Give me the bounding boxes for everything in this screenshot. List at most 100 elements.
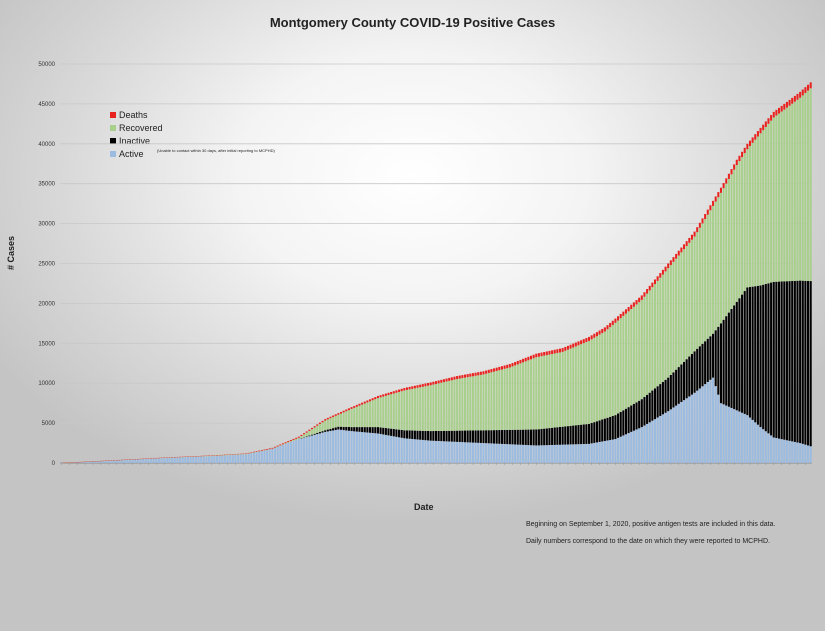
bar-active: [733, 409, 736, 463]
bar-deaths: [669, 260, 672, 266]
bar-active: [809, 446, 812, 463]
bar-recovered: [390, 394, 393, 429]
bar-active: [289, 441, 292, 463]
bar-deaths: [535, 353, 538, 358]
bar-active: [165, 457, 168, 463]
bar-recovered: [669, 265, 672, 375]
bar-active: [115, 460, 118, 463]
bar-deaths: [664, 266, 667, 272]
bar-recovered: [329, 418, 332, 429]
bar-recovered: [432, 384, 435, 432]
bar-active: [532, 445, 535, 463]
bar-deaths: [313, 426, 316, 428]
bar-recovered: [593, 337, 596, 423]
bar-active: [189, 456, 192, 463]
bar-deaths: [588, 336, 591, 341]
bar-active: [139, 459, 142, 463]
bar-recovered: [450, 380, 453, 431]
bar-inactive: [780, 281, 783, 440]
bar-active: [680, 401, 683, 463]
bar-inactive: [384, 428, 387, 435]
bar-active: [514, 444, 517, 463]
bar-inactive: [762, 284, 765, 430]
bar-recovered: [308, 430, 311, 436]
bar-recovered: [379, 397, 382, 428]
bar-inactive: [456, 430, 459, 442]
bar-inactive: [796, 280, 799, 443]
bar-active: [743, 413, 746, 463]
bar-active: [643, 425, 646, 463]
bar-recovered: [424, 386, 427, 431]
bar-inactive: [318, 432, 321, 434]
bar-recovered: [350, 408, 353, 428]
bar-active: [255, 451, 258, 463]
bar-active: [94, 461, 97, 463]
bar-deaths: [405, 387, 409, 390]
bar-recovered: [353, 407, 356, 428]
bar-inactive: [611, 416, 614, 440]
bar-recovered: [456, 379, 459, 431]
bar-active: [693, 392, 696, 463]
bar-deaths: [680, 247, 683, 253]
bar-recovered: [287, 442, 290, 443]
legend-item-recovered: Recovered: [110, 121, 163, 134]
bar-inactive: [416, 430, 419, 440]
bar-active: [192, 456, 195, 463]
y-tick-label: 15000: [38, 341, 55, 347]
bar-active: [324, 431, 327, 463]
bar-recovered: [748, 146, 752, 288]
bar-active: [619, 436, 622, 463]
bar-deaths: [458, 375, 461, 379]
bar-active: [759, 427, 762, 463]
bar-recovered: [804, 93, 807, 281]
bar-recovered: [514, 365, 517, 430]
bar-deaths: [777, 107, 781, 114]
bar-recovered: [680, 252, 683, 365]
bar-active: [202, 456, 205, 463]
bar-deaths: [297, 436, 300, 438]
bar-inactive: [535, 429, 538, 446]
bar-inactive: [453, 430, 456, 442]
bar-deaths: [250, 452, 253, 453]
bar-active: [229, 455, 232, 463]
bar-inactive: [556, 427, 559, 445]
bar-recovered: [215, 455, 219, 456]
bar-inactive: [727, 312, 730, 407]
bar-inactive: [379, 427, 382, 434]
bar-active: [651, 420, 654, 463]
bar-inactive: [617, 413, 620, 438]
bar-recovered: [289, 441, 292, 442]
bar-recovered: [369, 401, 372, 428]
bar-recovered: [545, 355, 548, 429]
bar-recovered: [746, 149, 749, 288]
bar-active: [215, 455, 219, 463]
bar-active: [714, 386, 717, 463]
legend: Deaths Recovered Inactive Active: [110, 108, 163, 160]
bar-deaths: [590, 335, 593, 340]
bar-recovered: [295, 438, 298, 441]
bar-recovered: [632, 306, 635, 404]
bar-recovered: [532, 358, 535, 430]
bar-inactive: [490, 430, 493, 444]
bar-active: [498, 443, 501, 463]
bar-active: [134, 459, 137, 463]
bar-inactive: [574, 425, 577, 445]
bar-inactive: [527, 429, 530, 446]
bar-inactive: [532, 429, 535, 446]
bar-active: [395, 436, 398, 463]
bar-active: [466, 442, 469, 463]
bar-recovered: [540, 356, 543, 429]
bar-inactive: [382, 427, 385, 435]
y-tick-label: 40000: [38, 142, 55, 148]
bar-inactive: [675, 369, 678, 406]
bar-deaths: [252, 451, 255, 453]
bar-recovered: [627, 311, 630, 408]
bar-recovered: [200, 456, 203, 457]
bar-deaths: [748, 140, 752, 147]
bar-active: [197, 456, 200, 463]
bar-deaths: [453, 376, 456, 380]
bar-recovered: [537, 356, 540, 430]
bar-active: [561, 444, 564, 463]
bar-inactive: [374, 427, 377, 434]
bar-active: [440, 441, 443, 463]
